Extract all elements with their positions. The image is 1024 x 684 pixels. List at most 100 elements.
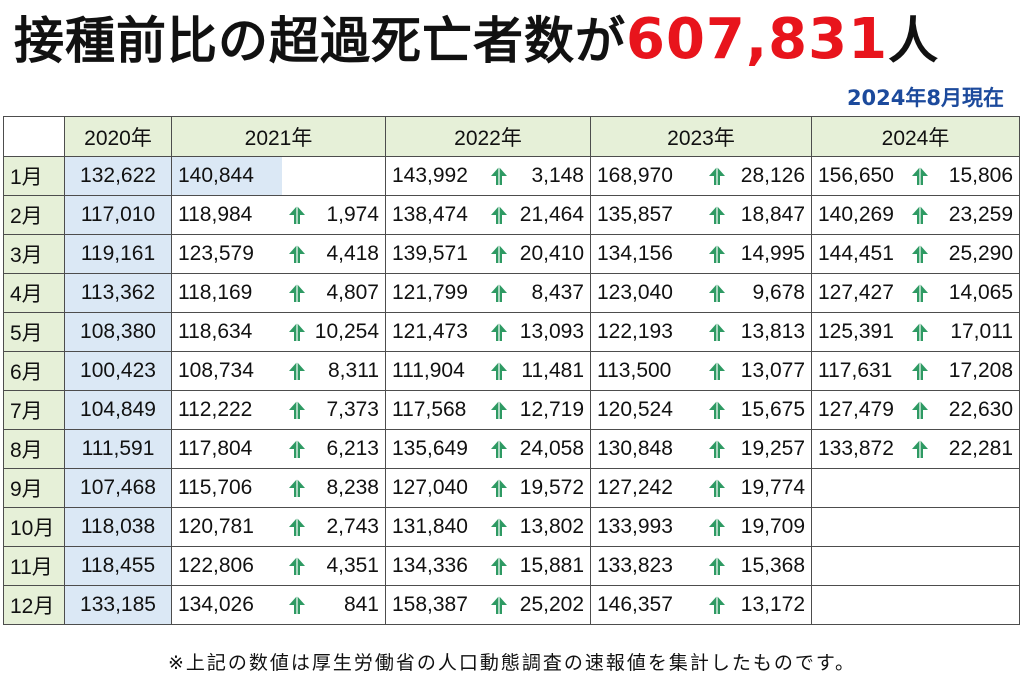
excess-value: 25,290 <box>948 242 1013 265</box>
deaths-2022-cell: 134,336 <box>385 546 484 586</box>
deaths-2024-cell: 125,391 <box>811 312 905 352</box>
excess-2024-cell: 22,630 <box>904 390 1020 430</box>
excess-2023-cell: 19,257 <box>701 429 812 469</box>
excess-value: 13,172 <box>740 593 805 616</box>
up-arrow-icon <box>708 166 726 186</box>
up-arrow-icon <box>911 244 929 264</box>
excess-2021-cell <box>281 156 386 196</box>
excess-2024-cell <box>904 546 1020 586</box>
up-arrow-icon <box>708 478 726 498</box>
excess-2022-cell: 20,410 <box>483 234 591 274</box>
excess-2021-cell: 6,213 <box>281 429 386 469</box>
deaths-2021-cell: 118,634 <box>171 312 282 352</box>
deaths-2023-cell: 122,193 <box>590 312 702 352</box>
up-arrow-icon <box>911 283 929 303</box>
excess-2021-cell: 10,254 <box>281 312 386 352</box>
excess-value: 15,806 <box>948 164 1013 187</box>
excess-2024-cell: 15,806 <box>904 156 1020 196</box>
deaths-2023-cell: 133,823 <box>590 546 702 586</box>
excess-2024-cell: 23,259 <box>904 195 1020 235</box>
as-of-date: 2024年8月現在 <box>846 86 1004 110</box>
excess-2022-cell: 3,148 <box>483 156 591 196</box>
baseline-2020-cell: 119,161 <box>64 234 172 274</box>
up-arrow-icon <box>490 166 508 186</box>
excess-value: 841 <box>343 593 379 616</box>
deaths-2024-cell: 133,872 <box>811 429 905 469</box>
up-arrow-icon <box>911 322 929 342</box>
up-arrow-icon <box>708 244 726 264</box>
excess-2024-cell: 17,208 <box>904 351 1020 391</box>
year-header: 2022年 <box>385 116 591 157</box>
deaths-2022-cell: 117,568 <box>385 390 484 430</box>
deaths-2023-cell: 127,242 <box>590 468 702 508</box>
page-title: 接種前比の超過死亡者数が607,831人 <box>14 2 939 78</box>
up-arrow-icon <box>288 283 306 303</box>
up-arrow-icon <box>490 439 508 459</box>
excess-value: 20,410 <box>519 242 584 265</box>
deaths-2023-cell: 146,357 <box>590 585 702 625</box>
up-arrow-icon <box>288 478 306 498</box>
deaths-2022-cell: 143,992 <box>385 156 484 196</box>
excess-value: 13,077 <box>740 359 805 382</box>
excess-value: 14,065 <box>948 281 1013 304</box>
table-row: 6月 100,423 108,734 8,311 111,904 11,481 113,50… <box>3 351 1020 391</box>
corner-cell <box>3 116 65 157</box>
deaths-2022-cell: 139,571 <box>385 234 484 274</box>
excess-value: 12,719 <box>519 398 584 421</box>
baseline-2020-cell: 104,849 <box>64 390 172 430</box>
deaths-2021-cell: 120,781 <box>171 507 282 547</box>
deaths-2023-cell: 130,848 <box>590 429 702 469</box>
deaths-2021-cell: 123,579 <box>171 234 282 274</box>
header-row: 2020年 2021年 2022年 2023年 2024年 <box>3 116 1020 157</box>
year-header: 2023年 <box>590 116 812 157</box>
up-arrow-icon <box>708 205 726 225</box>
up-arrow-icon <box>708 400 726 420</box>
excess-value: 3,148 <box>531 164 584 187</box>
month-cell: 9月 <box>3 468 65 508</box>
deaths-2022-cell: 158,387 <box>385 585 484 625</box>
excess-value: 17,208 <box>948 359 1013 382</box>
excess-2023-cell: 28,126 <box>701 156 812 196</box>
excess-value: 19,257 <box>740 437 805 460</box>
excess-2021-cell: 8,311 <box>281 351 386 391</box>
table-row: 4月 113,362 118,169 4,807 121,799 8,437 123,040… <box>3 273 1020 313</box>
up-arrow-icon <box>911 439 929 459</box>
excess-2022-cell: 19,572 <box>483 468 591 508</box>
excess-value: 18,847 <box>740 203 805 226</box>
deaths-2024-cell <box>811 468 905 508</box>
title-prefix: 接種前比の超過死亡者数が <box>14 12 626 70</box>
excess-2024-cell: 17,011 <box>904 312 1020 352</box>
baseline-2020-cell: 133,185 <box>64 585 172 625</box>
deaths-2021-cell: 118,169 <box>171 273 282 313</box>
excess-value: 4,351 <box>326 554 379 577</box>
deaths-2024-cell <box>811 507 905 547</box>
excess-value: 9,678 <box>752 281 805 304</box>
excess-2023-cell: 13,077 <box>701 351 812 391</box>
up-arrow-icon <box>708 322 726 342</box>
excess-2024-cell: 22,281 <box>904 429 1020 469</box>
excess-2022-cell: 15,881 <box>483 546 591 586</box>
deaths-2023-cell: 123,040 <box>590 273 702 313</box>
up-arrow-icon <box>288 244 306 264</box>
table-row: 3月 119,161 123,579 4,418 139,571 20,410 134,15… <box>3 234 1020 274</box>
excess-value: 6,213 <box>326 437 379 460</box>
excess-value: 15,368 <box>740 554 805 577</box>
excess-2021-cell: 4,351 <box>281 546 386 586</box>
up-arrow-icon <box>911 205 929 225</box>
up-arrow-icon <box>490 244 508 264</box>
up-arrow-icon <box>708 361 726 381</box>
deaths-2022-cell: 138,474 <box>385 195 484 235</box>
excess-value: 13,802 <box>519 515 584 538</box>
up-arrow-icon <box>708 595 726 615</box>
month-cell: 11月 <box>3 546 65 586</box>
deaths-2021-cell: 122,806 <box>171 546 282 586</box>
excess-2024-cell: 25,290 <box>904 234 1020 274</box>
year-header: 2024年 <box>811 116 1020 157</box>
deaths-2021-cell: 134,026 <box>171 585 282 625</box>
excess-value: 2,743 <box>326 515 379 538</box>
excess-2023-cell: 13,172 <box>701 585 812 625</box>
up-arrow-icon <box>288 361 306 381</box>
excess-2023-cell: 19,774 <box>701 468 812 508</box>
deaths-2024-cell: 127,479 <box>811 390 905 430</box>
table-row: 11月 118,455 122,806 4,351 134,336 15,881 133,8… <box>3 546 1020 586</box>
